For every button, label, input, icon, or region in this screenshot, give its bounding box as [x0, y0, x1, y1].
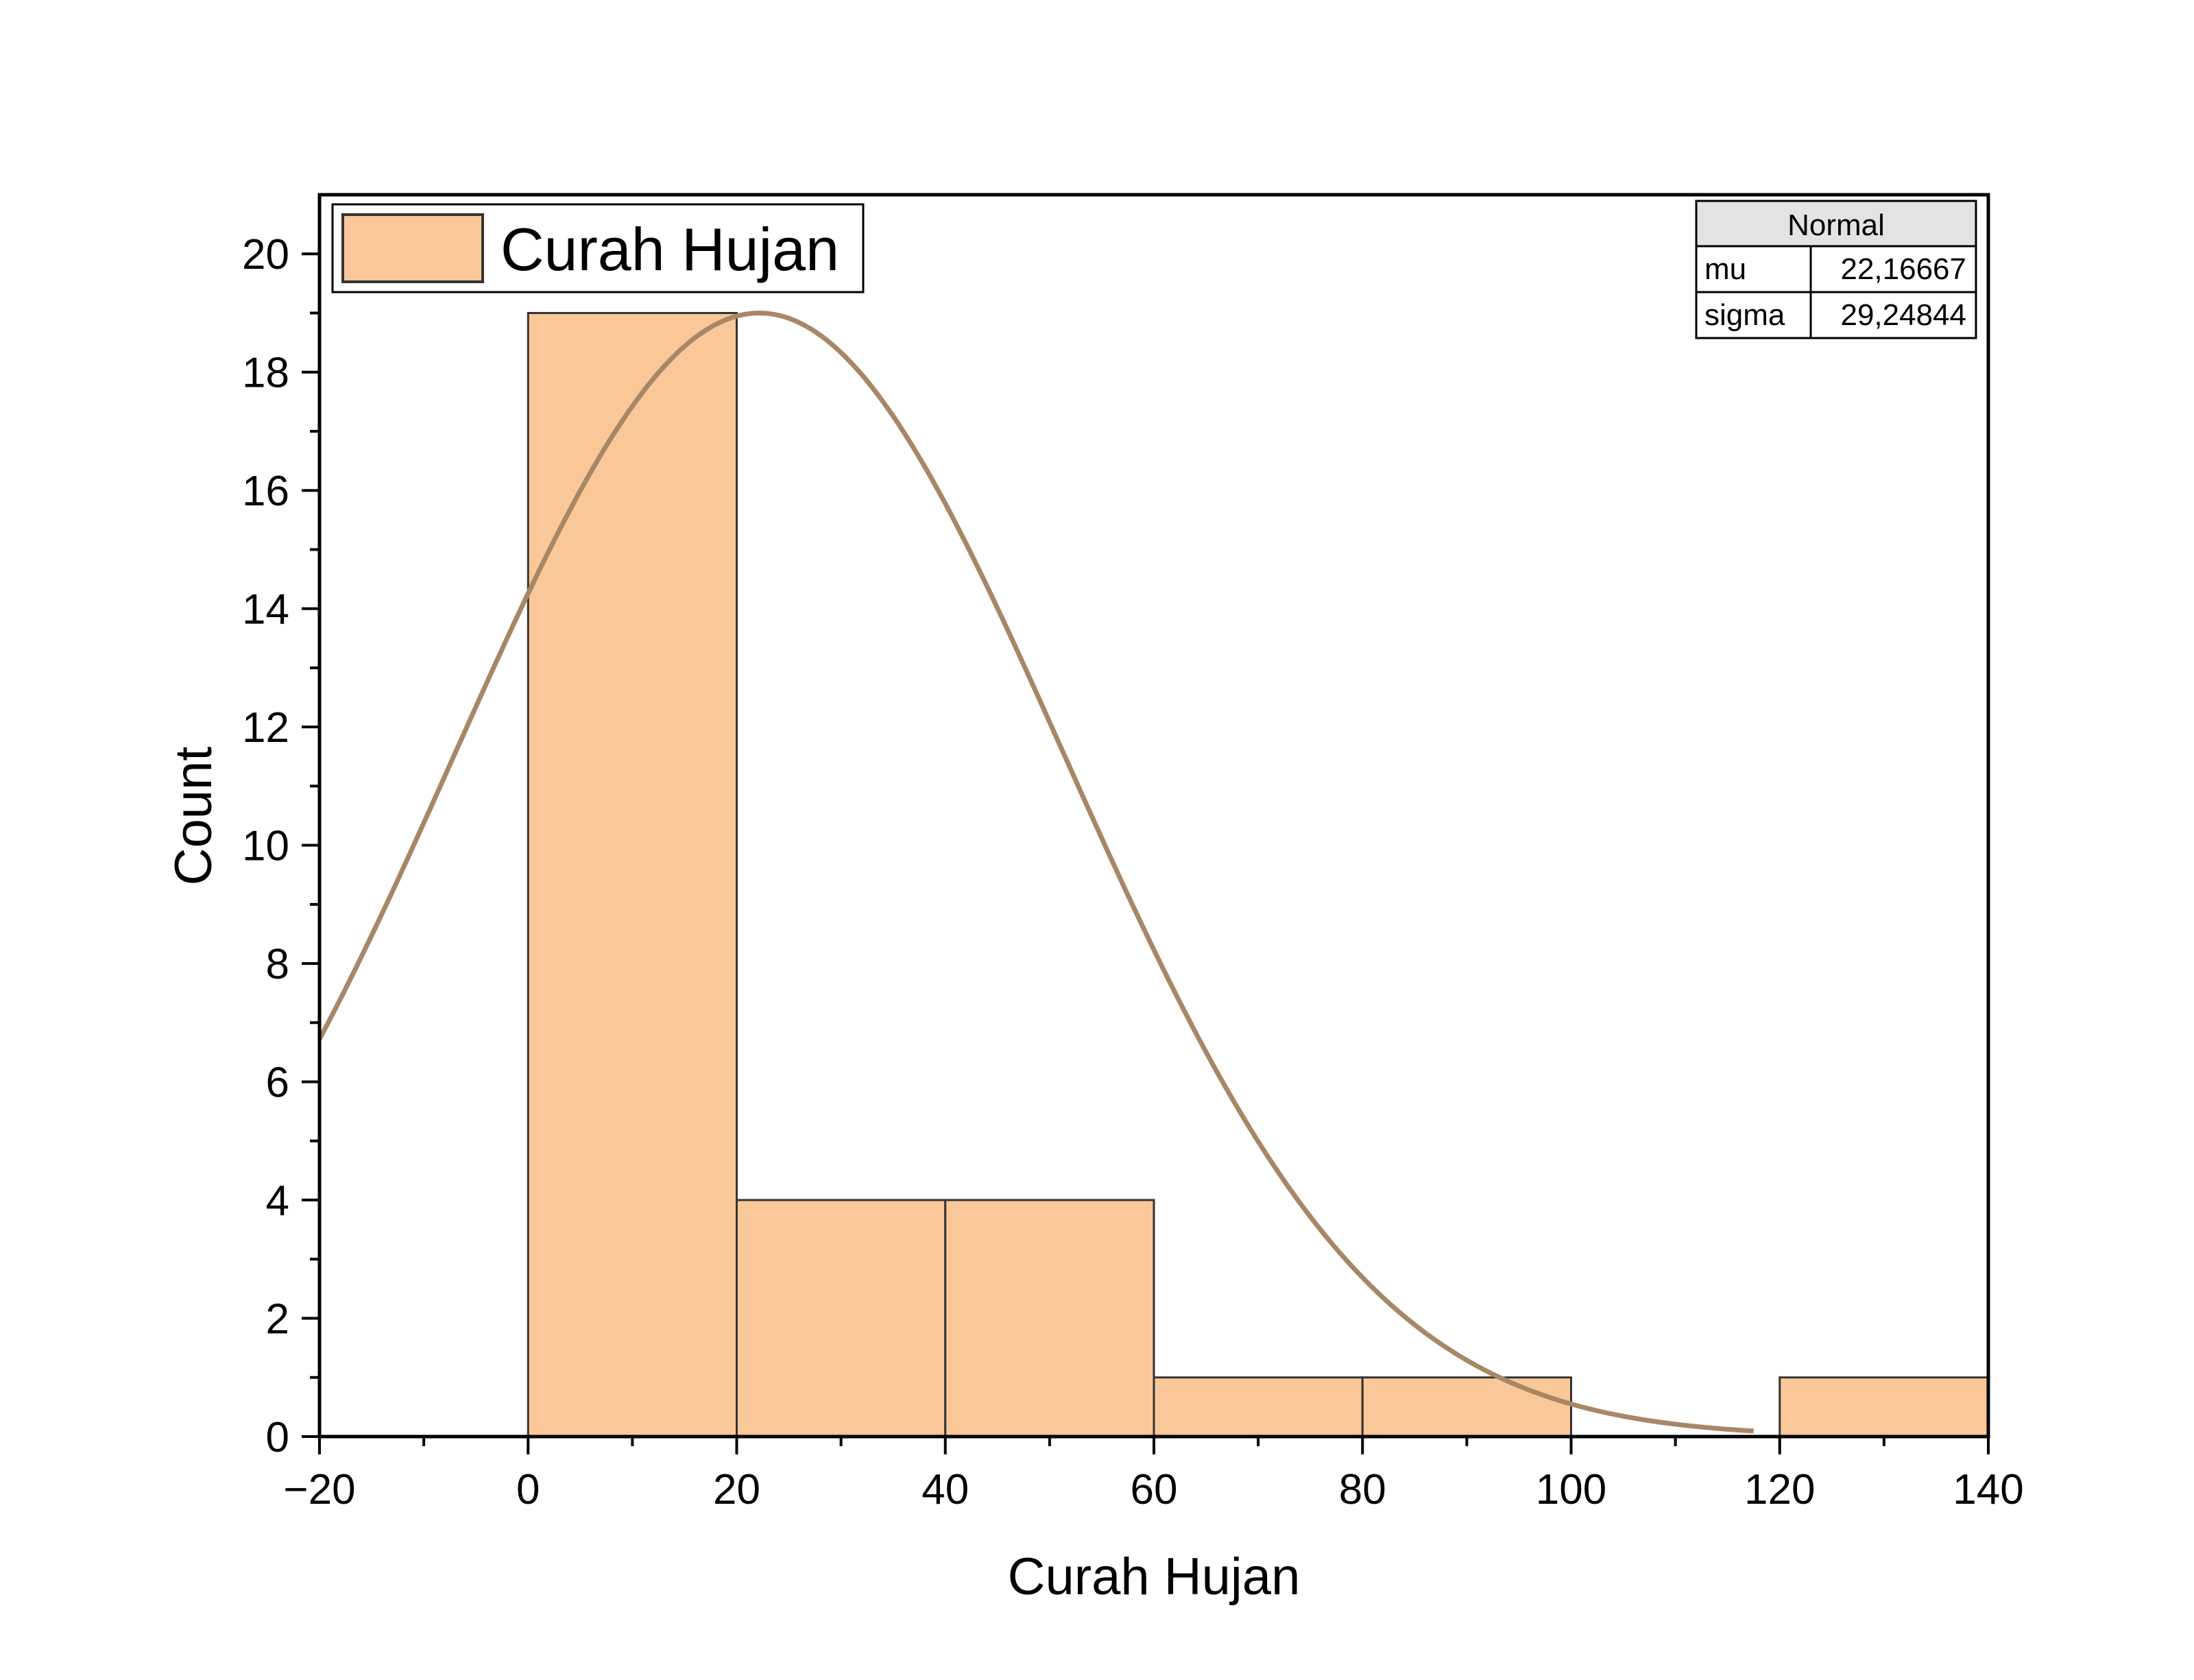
- y-tick-label: 20: [242, 231, 289, 278]
- y-axis-title: Count: [165, 747, 223, 886]
- histogram-bar: [527, 311, 738, 1438]
- stats-sigma-label: sigma: [1704, 298, 1785, 332]
- histogram-bars: [527, 311, 1990, 1438]
- x-axis-title: Curah Hujan: [1008, 1548, 1301, 1606]
- histogram-bar: [1153, 1376, 1364, 1438]
- x-tick-label: 80: [1339, 1466, 1386, 1513]
- y-tick-label: 4: [266, 1177, 289, 1225]
- legend-swatch: [341, 213, 484, 283]
- normal-fit-curve: [317, 310, 1754, 1434]
- x-tick-label: 140: [1953, 1466, 2023, 1513]
- y-tick-label: 12: [242, 704, 289, 752]
- legend-label: Curah Hujan: [501, 215, 839, 283]
- histogram-bar: [944, 1199, 1155, 1438]
- x-tick-label: 40: [921, 1466, 969, 1513]
- x-tick-labels: −20 0 20 40 60 80 100 120 140: [283, 1466, 2023, 1513]
- y-tick-label: 16: [242, 468, 289, 515]
- y-tick-label: 8: [266, 941, 289, 988]
- x-tick-label: 60: [1131, 1466, 1178, 1513]
- x-tick-label: 0: [516, 1466, 540, 1513]
- y-tick-label: 6: [266, 1059, 289, 1107]
- x-tick-label: 120: [1744, 1466, 1815, 1513]
- y-tick-label: 0: [266, 1414, 289, 1461]
- histogram-bar: [1361, 1376, 1572, 1438]
- y-tick-label: 18: [242, 350, 289, 397]
- stats-header-bg: [1696, 201, 1976, 246]
- stats-mu-value: 22,16667: [1840, 252, 1966, 286]
- y-tick-label: 2: [266, 1296, 289, 1343]
- axis-ticks: [302, 252, 1990, 1454]
- y-tick-label: 10: [242, 823, 289, 870]
- x-tick-label: 100: [1536, 1466, 1606, 1513]
- x-tick-label: −20: [283, 1466, 355, 1513]
- x-tick-label: 20: [713, 1466, 760, 1513]
- stats-mu-label: mu: [1704, 252, 1746, 286]
- legend: Curah Hujan: [331, 203, 865, 293]
- stats-sigma-value: 29,24844: [1840, 298, 1966, 332]
- stats-table: Normal mu 22,16667 sigma 29,24844: [1695, 200, 1977, 339]
- y-tick-label: 14: [242, 586, 289, 634]
- y-tick-labels: 0 2 4 6 8 10 12 14 16 18 20: [242, 231, 289, 1461]
- stats-table-title: Normal: [1787, 208, 1885, 242]
- histogram-bar: [736, 1199, 947, 1438]
- stats-table-border: [1695, 200, 1977, 339]
- histogram-bar: [1779, 1376, 1990, 1438]
